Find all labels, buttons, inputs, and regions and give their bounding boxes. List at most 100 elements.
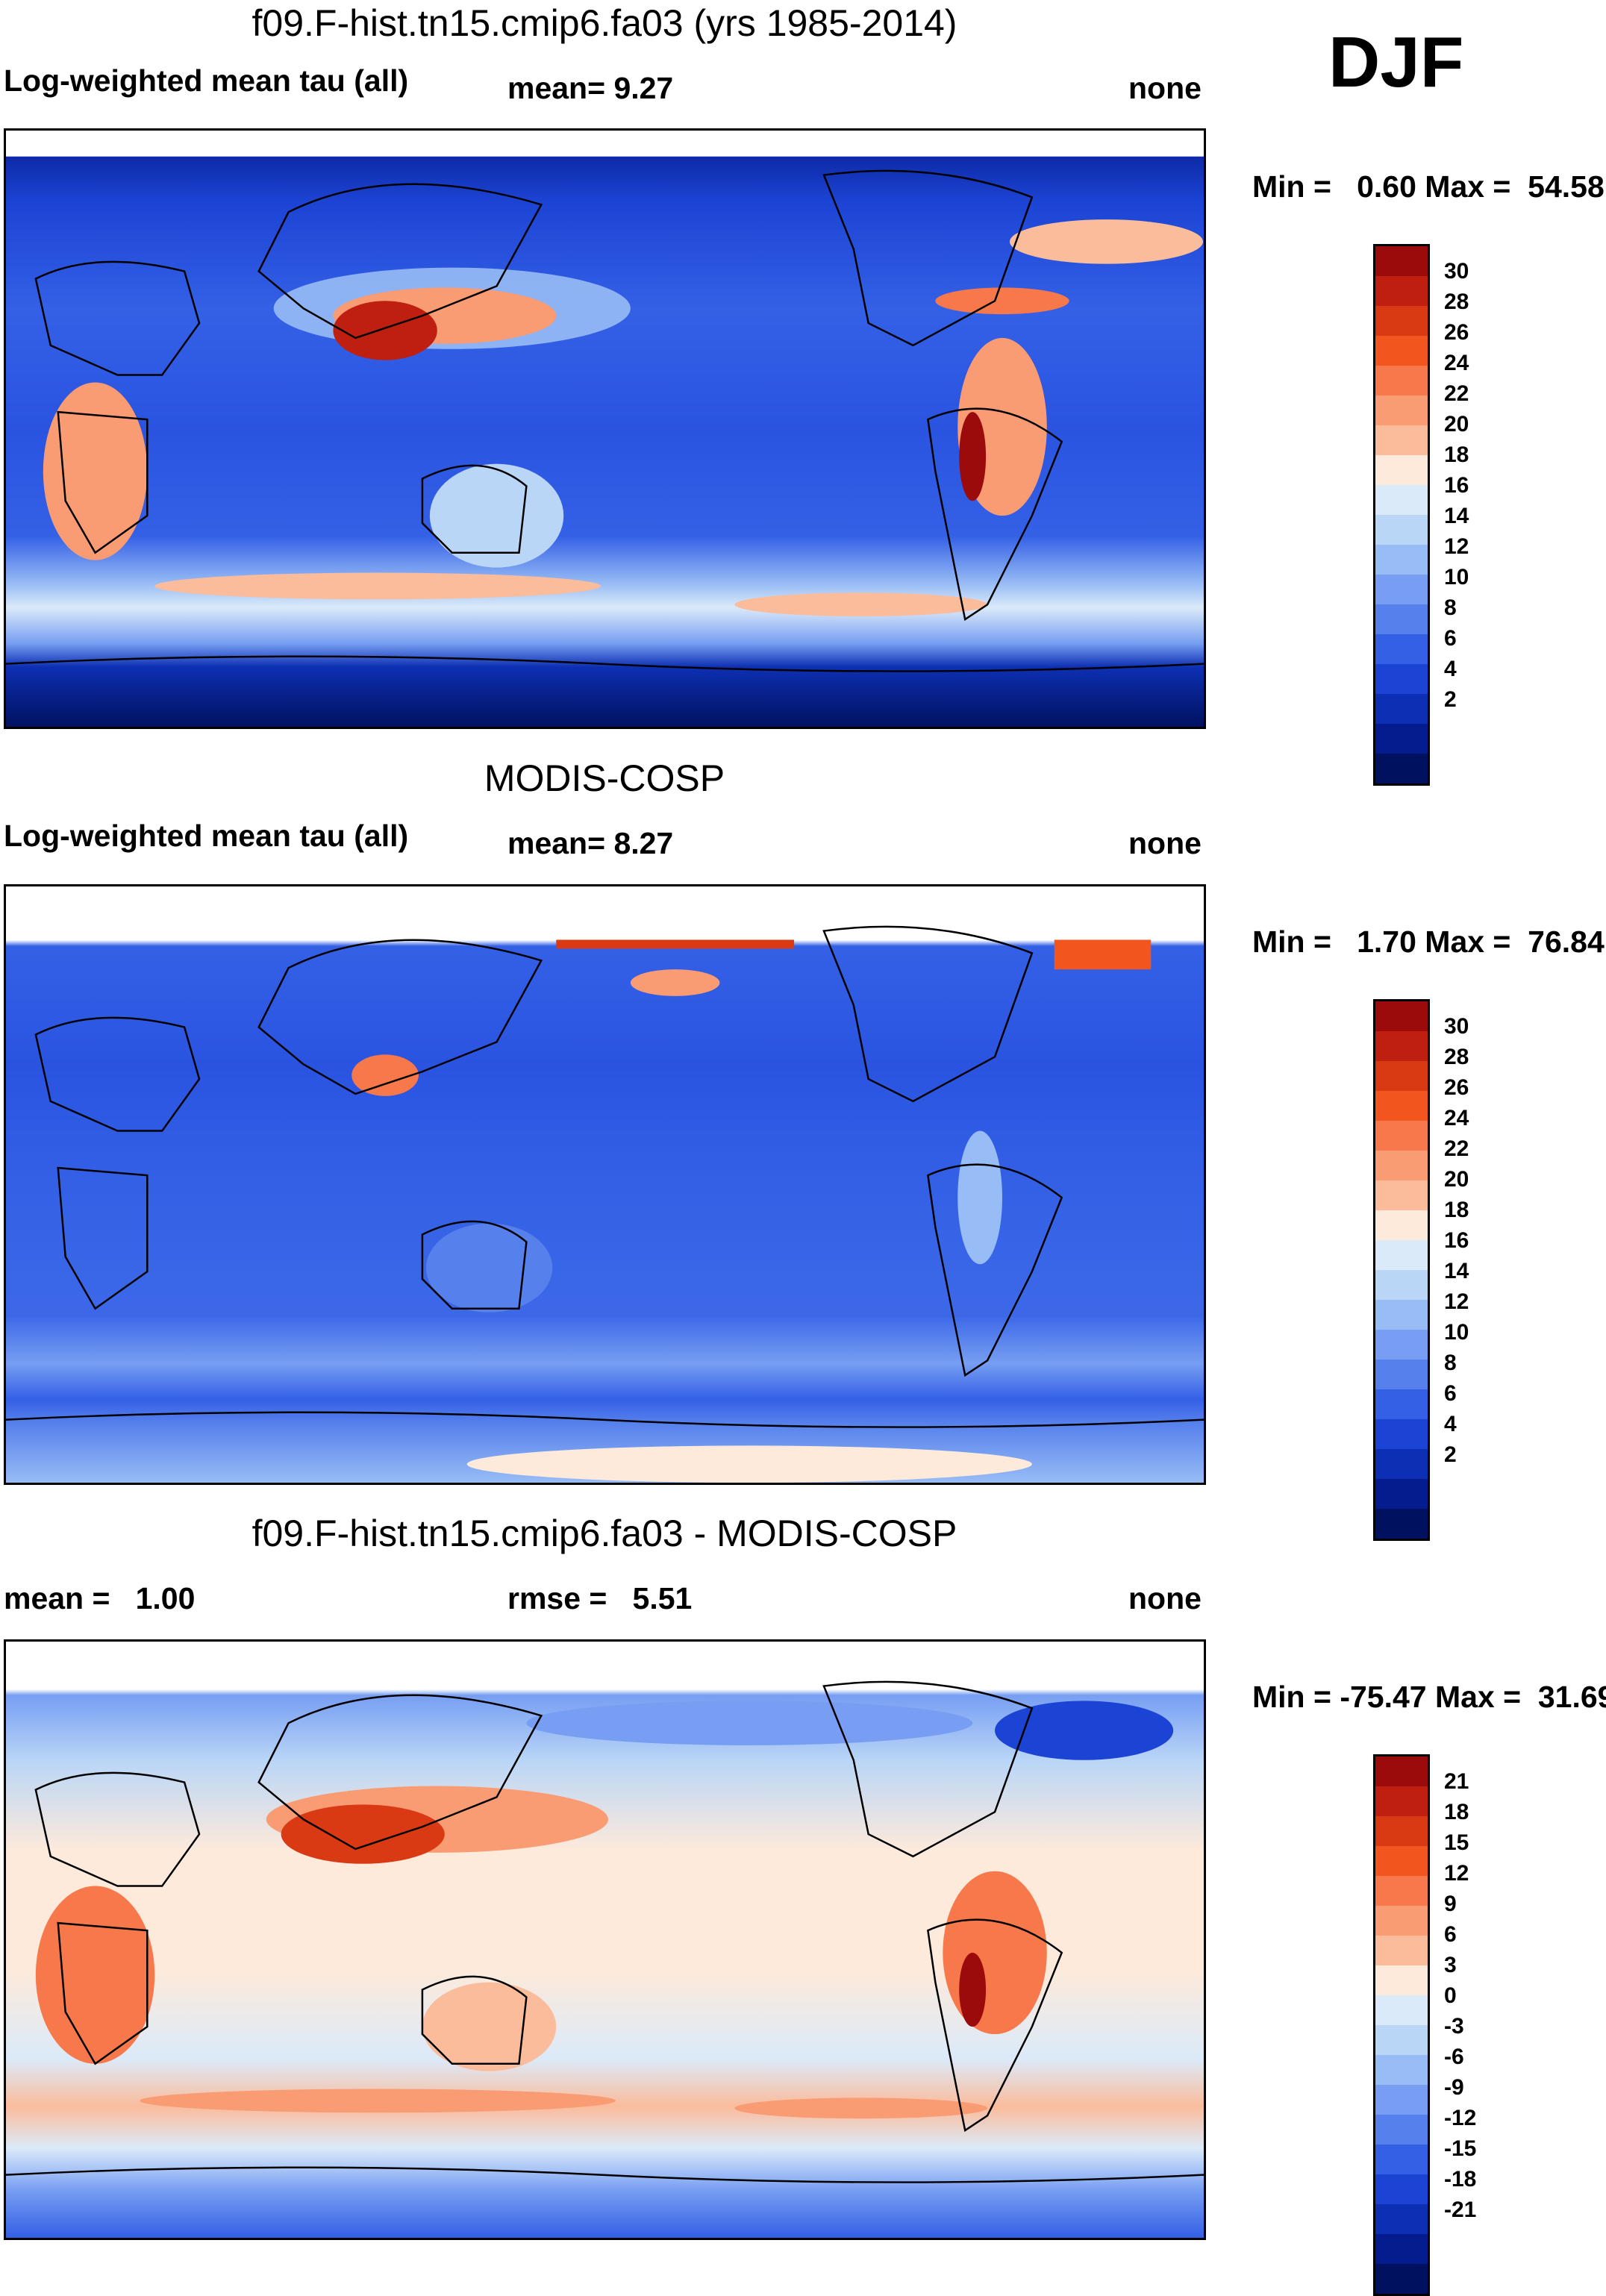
panel1-colorbar-tick-label: 28 (1444, 290, 1469, 314)
panel1-colorbar-tick-label: 4 (1444, 657, 1457, 681)
panel1-colorbar-swatch (1375, 425, 1428, 455)
panel2-colorbar-swatch (1375, 1389, 1428, 1419)
panel3-map-svg (6, 1642, 1204, 2238)
panel3-colorbar-tick-label: -6 (1444, 2045, 1464, 2069)
panel1-variable-label: Log-weighted mean tau (all) (4, 63, 409, 98)
panel2-colorbar-tick-label: 26 (1444, 1075, 1469, 1100)
panel3-colorbar-tick-label: 9 (1444, 1892, 1457, 1916)
panel1-colorbar-swatch (1375, 306, 1428, 336)
panel2-colorbar-swatch (1375, 1210, 1428, 1240)
panel1-colorbar-swatch (1375, 336, 1428, 366)
panel1-colorbar-tick-label: 12 (1444, 534, 1469, 559)
panel3-colorbar-swatch (1375, 1965, 1428, 1995)
panel2-colorbar-tick-label: 14 (1444, 1259, 1469, 1283)
panel3-colorbar-swatch (1375, 2234, 1428, 2264)
panel1-colorbar-swatch (1375, 395, 1428, 425)
panel3-colorbar-tick-label: 3 (1444, 1953, 1457, 1977)
panel2-colorbar-swatch (1375, 1270, 1428, 1300)
panel3-minmax-label: Min = -75.47 Max = 31.69 (1252, 1680, 1606, 1714)
panel3-colorbar-tick-label: -9 (1444, 2075, 1464, 2100)
panel3-colorbar-swatch (1375, 1995, 1428, 2025)
panel2-colorbar-tick-label: 2 (1444, 1442, 1457, 1467)
panel2-colorbar-swatch (1375, 1300, 1428, 1330)
panel3-colorbar-swatch (1375, 2055, 1428, 2085)
panel1-map-svg (6, 131, 1204, 727)
panel2-colorbar-swatch (1375, 1240, 1428, 1270)
panel1-colorbar-tick-label: 18 (1444, 442, 1469, 467)
panel3-colorbar-swatch (1375, 1906, 1428, 1936)
panel2-colorbar-swatch (1375, 1180, 1428, 1210)
panel3-colorbar-tick-label: 21 (1444, 1769, 1469, 1794)
panel3-colorbar-swatch (1375, 2115, 1428, 2145)
panel1-minmax-label: Min = 0.60 Max = 54.58 (1252, 169, 1605, 204)
panel2-colorbar-swatch (1375, 1121, 1428, 1151)
panel3-colorbar-swatch (1375, 2085, 1428, 2115)
panel2-mean-label: mean= 8.27 (507, 826, 674, 860)
panel2-colorbar-tick-label: 22 (1444, 1136, 1469, 1161)
panel2-colorbar-swatch (1375, 1360, 1428, 1389)
panel2-map (4, 884, 1206, 1485)
panel1-colorbar-tick-label: 26 (1444, 320, 1469, 345)
panel2-colorbar-swatch (1375, 1091, 1428, 1121)
panel1-map (4, 128, 1206, 729)
panel2-colorbar-tick-label: 28 (1444, 1045, 1469, 1069)
panel2-colorbar-swatch (1375, 1330, 1428, 1360)
panel1-colorbar-swatch (1375, 754, 1428, 783)
panel3-colorbar-swatch (1375, 2204, 1428, 2234)
panel3-colorbar-swatch (1375, 1757, 1428, 1786)
panel1-colorbar-swatch (1375, 366, 1428, 395)
panel3-units-label: none (1128, 1581, 1202, 1615)
panel3-colorbar-tick-label: -21 (1444, 2198, 1477, 2222)
panel3-colorbar-tick-label: 12 (1444, 1861, 1469, 1886)
panel3-colorbar-tick-label: -3 (1444, 2014, 1464, 2039)
panel3-rmse-label: rmse = 5.51 (507, 1581, 693, 1615)
panel1-colorbar (1373, 244, 1430, 786)
panel3-colorbar (1373, 1754, 1430, 2296)
panel3-colorbar-tick-label: -15 (1444, 2136, 1477, 2161)
panel1-colorbar-swatch (1375, 455, 1428, 485)
panel2-colorbar-swatch (1375, 1509, 1428, 1539)
panel1-units-label: none (1128, 71, 1202, 105)
panel1-colorbar-tick-label: 10 (1444, 565, 1469, 589)
panel1-colorbar-tick-label: 24 (1444, 351, 1469, 375)
panel1-colorbar-tick-label: 2 (1444, 687, 1457, 712)
panel2-variable-label: Log-weighted mean tau (all) (4, 819, 409, 853)
season-label: DJF (1328, 22, 1464, 102)
panel2-colorbar-tick-label: 4 (1444, 1412, 1457, 1436)
panel3-colorbar-swatch (1375, 1816, 1428, 1846)
panel1-colorbar-tick-label: 14 (1444, 504, 1469, 528)
panel2-colorbar-swatch (1375, 1061, 1428, 1091)
panel2-title: MODIS-COSP (484, 757, 725, 799)
panel3-colorbar-swatch (1375, 1786, 1428, 1816)
panel1-mean-label: mean= 9.27 (507, 71, 674, 105)
panel1-colorbar-swatch (1375, 604, 1428, 634)
panel1-colorbar-swatch (1375, 485, 1428, 515)
panel3-colorbar-swatch (1375, 1846, 1428, 1876)
panel3-colorbar-tick-label: 18 (1444, 1800, 1469, 1824)
panel2-colorbar (1373, 999, 1430, 1541)
panel3-colorbar-swatch (1375, 1876, 1428, 1906)
panel2-colorbar-swatch (1375, 1001, 1428, 1031)
panel3-colorbar-tick-label: -12 (1444, 2106, 1477, 2130)
panel2-minmax-label: Min = 1.70 Max = 76.84 (1252, 925, 1605, 959)
panel2-colorbar-tick-label: 10 (1444, 1320, 1469, 1345)
panel3-colorbar-tick-label: 0 (1444, 1983, 1457, 2008)
panel2-colorbar-tick-label: 18 (1444, 1198, 1469, 1222)
panel1-colorbar-swatch (1375, 545, 1428, 575)
panel3-colorbar-tick-label: 15 (1444, 1830, 1469, 1855)
panel2-colorbar-swatch (1375, 1479, 1428, 1509)
panel2-colorbar-tick-label: 24 (1444, 1106, 1469, 1130)
panel3-mean-label: mean = 1.00 (4, 1581, 196, 1615)
panel3-map (4, 1639, 1206, 2240)
panel1-colorbar-swatch (1375, 634, 1428, 664)
panel1-colorbar-tick-label: 30 (1444, 259, 1469, 284)
panel2-colorbar-tick-label: 12 (1444, 1289, 1469, 1314)
panel3-colorbar-swatch (1375, 2264, 1428, 2294)
panel2-colorbar-tick-label: 16 (1444, 1228, 1469, 1253)
panel2-colorbar-tick-label: 20 (1444, 1167, 1469, 1192)
panel3-title: f09.F-hist.tn15.cmip6.fa03 - MODIS-COSP (251, 1513, 957, 1554)
panel2-colorbar-swatch (1375, 1449, 1428, 1479)
panel1-colorbar-swatch (1375, 575, 1428, 604)
panel3-colorbar-swatch (1375, 2145, 1428, 2174)
panel1-colorbar-swatch (1375, 246, 1428, 276)
